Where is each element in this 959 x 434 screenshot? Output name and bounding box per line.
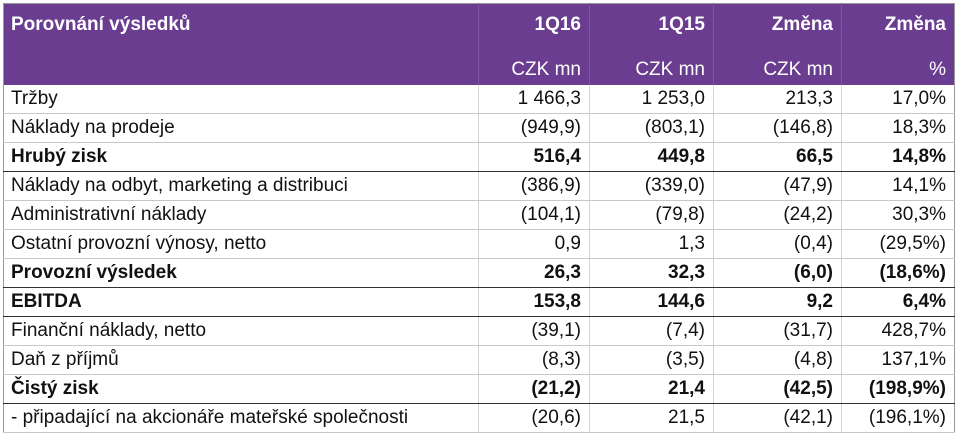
value-1q15: 21,4 (589, 374, 714, 404)
header-row-titles: Porovnání výsledků 1Q16 1Q15 Změna Změna (3, 3, 955, 55)
value-change-abs: 213,3 (713, 85, 842, 114)
value-1q15: 449,8 (589, 142, 714, 172)
row-label: Náklady na prodeje (3, 113, 479, 143)
unit-change-abs: CZK mn (713, 55, 842, 85)
value-1q16: 0,9 (478, 229, 590, 259)
header-title: Porovnání výsledků (11, 14, 191, 35)
value-1q15: 21,5 (589, 403, 714, 433)
value-change-abs: (4,8) (713, 345, 842, 375)
table-row: Náklady na prodeje (949,9) (803,1) (146,8) 1… (3, 113, 955, 143)
header-1q16: 1Q16 (478, 3, 590, 55)
header-row-units: CZK mn CZK mn CZK mn % (3, 55, 955, 85)
value-1q16: (39,1) (478, 316, 590, 346)
results-comparison-table: Porovnání výsledků 1Q16 1Q15 Změna Změna… (3, 3, 955, 433)
table-row: Provozní výsledek 26,3 32,3 (6,0) (18,6%) (3, 258, 955, 288)
value-1q15: (79,8) (589, 200, 714, 230)
table-row: Ostatní provozní výnosy, netto 0,9 1,3 (0,4… (3, 229, 955, 259)
value-1q16: (949,9) (478, 113, 590, 143)
value-1q15: 144,6 (589, 287, 714, 317)
row-label: - připadající na akcionáře mateřské spol… (3, 403, 479, 433)
value-1q15: (3,5) (589, 345, 714, 375)
unit-1q15: CZK mn (589, 55, 714, 85)
value-1q16: (104,1) (478, 200, 590, 230)
value-change-abs: 66,5 (713, 142, 842, 172)
value-1q15: 1 253,0 (589, 85, 714, 114)
header-change-pct: Změna (841, 3, 955, 55)
table-row: Tržby 1 466,3 1 253,0 213,3 17,0% (3, 85, 955, 114)
value-1q16: 516,4 (478, 142, 590, 172)
table-row: EBITDA 153,8 144,6 9,2 6,4% (3, 287, 955, 317)
unit-1q16: CZK mn (478, 55, 590, 85)
table-row: Hrubý zisk 516,4 449,8 66,5 14,8% (3, 142, 955, 172)
value-1q15: (7,4) (589, 316, 714, 346)
table-row: Náklady na odbyt, marketing a distribuci… (3, 171, 955, 201)
row-label: Čistý zisk (3, 374, 479, 404)
value-change-abs: (6,0) (713, 258, 842, 288)
table-row: Finanční náklady, netto (39,1) (7,4) (31,7)… (3, 316, 955, 346)
table-row: Daň z příjmů (8,3) (3,5) (4,8) 137,1% (3, 345, 955, 375)
row-label: Finanční náklady, netto (3, 316, 479, 346)
value-change-abs: (0,4) (713, 229, 842, 259)
value-change-pct: 14,8% (841, 142, 955, 172)
value-1q15: 1,3 (589, 229, 714, 259)
value-1q16: 26,3 (478, 258, 590, 288)
results-table-container: Porovnání výsledků 1Q16 1Q15 Změna Změna… (3, 3, 955, 433)
row-label: Hrubý zisk (3, 142, 479, 172)
value-1q16: (20,6) (478, 403, 590, 433)
table-header: Porovnání výsledků 1Q16 1Q15 Změna Změna… (3, 3, 955, 85)
value-change-abs: (42,5) (713, 374, 842, 404)
value-change-pct: (198,9%) (841, 374, 955, 404)
value-change-pct: 14,1% (841, 171, 955, 201)
table-body: Tržby 1 466,3 1 253,0 213,3 17,0% Náklady na … (3, 85, 955, 433)
value-change-pct: 428,7% (841, 316, 955, 346)
table-row: - připadající na akcionáře mateřské spol… (3, 403, 955, 433)
value-1q16: (8,3) (478, 345, 590, 375)
unit-change-pct: % (841, 55, 955, 85)
value-change-abs: (24,2) (713, 200, 842, 230)
header-change-abs: Změna (713, 3, 842, 55)
row-label: Náklady na odbyt, marketing a distribuci (3, 171, 479, 201)
value-1q16: (386,9) (478, 171, 590, 201)
value-change-abs: (146,8) (713, 113, 842, 143)
value-1q15: (803,1) (589, 113, 714, 143)
value-change-pct: 30,3% (841, 200, 955, 230)
value-1q16: 153,8 (478, 287, 590, 317)
value-change-abs: 9,2 (713, 287, 842, 317)
value-change-pct: 6,4% (841, 287, 955, 317)
table-row: Administrativní náklady (104,1) (79,8) (24,… (3, 200, 955, 230)
row-label: Provozní výsledek (3, 258, 479, 288)
value-1q15: 32,3 (589, 258, 714, 288)
row-label: Administrativní náklady (3, 200, 479, 230)
unit-label-empty (4, 55, 479, 85)
value-change-pct: 137,1% (841, 345, 955, 375)
row-label: Daň z příjmů (3, 345, 479, 375)
value-change-abs: (42,1) (713, 403, 842, 433)
value-change-abs: (47,9) (713, 171, 842, 201)
value-change-pct: (29,5%) (841, 229, 955, 259)
row-label: Ostatní provozní výnosy, netto (3, 229, 479, 259)
value-change-pct: 17,0% (841, 85, 955, 114)
row-label: EBITDA (3, 287, 479, 317)
value-1q15: (339,0) (589, 171, 714, 201)
table-row: Čistý zisk (21,2) 21,4 (42,5) (198,9%) (3, 374, 955, 404)
value-change-pct: (18,6%) (841, 258, 955, 288)
row-label: Tržby (3, 85, 479, 114)
value-change-abs: (31,7) (713, 316, 842, 346)
header-1q15: 1Q15 (589, 3, 714, 55)
value-1q16: (21,2) (478, 374, 590, 404)
value-change-pct: (196,1%) (841, 403, 955, 433)
value-change-pct: 18,3% (841, 113, 955, 143)
value-1q16: 1 466,3 (478, 85, 590, 114)
